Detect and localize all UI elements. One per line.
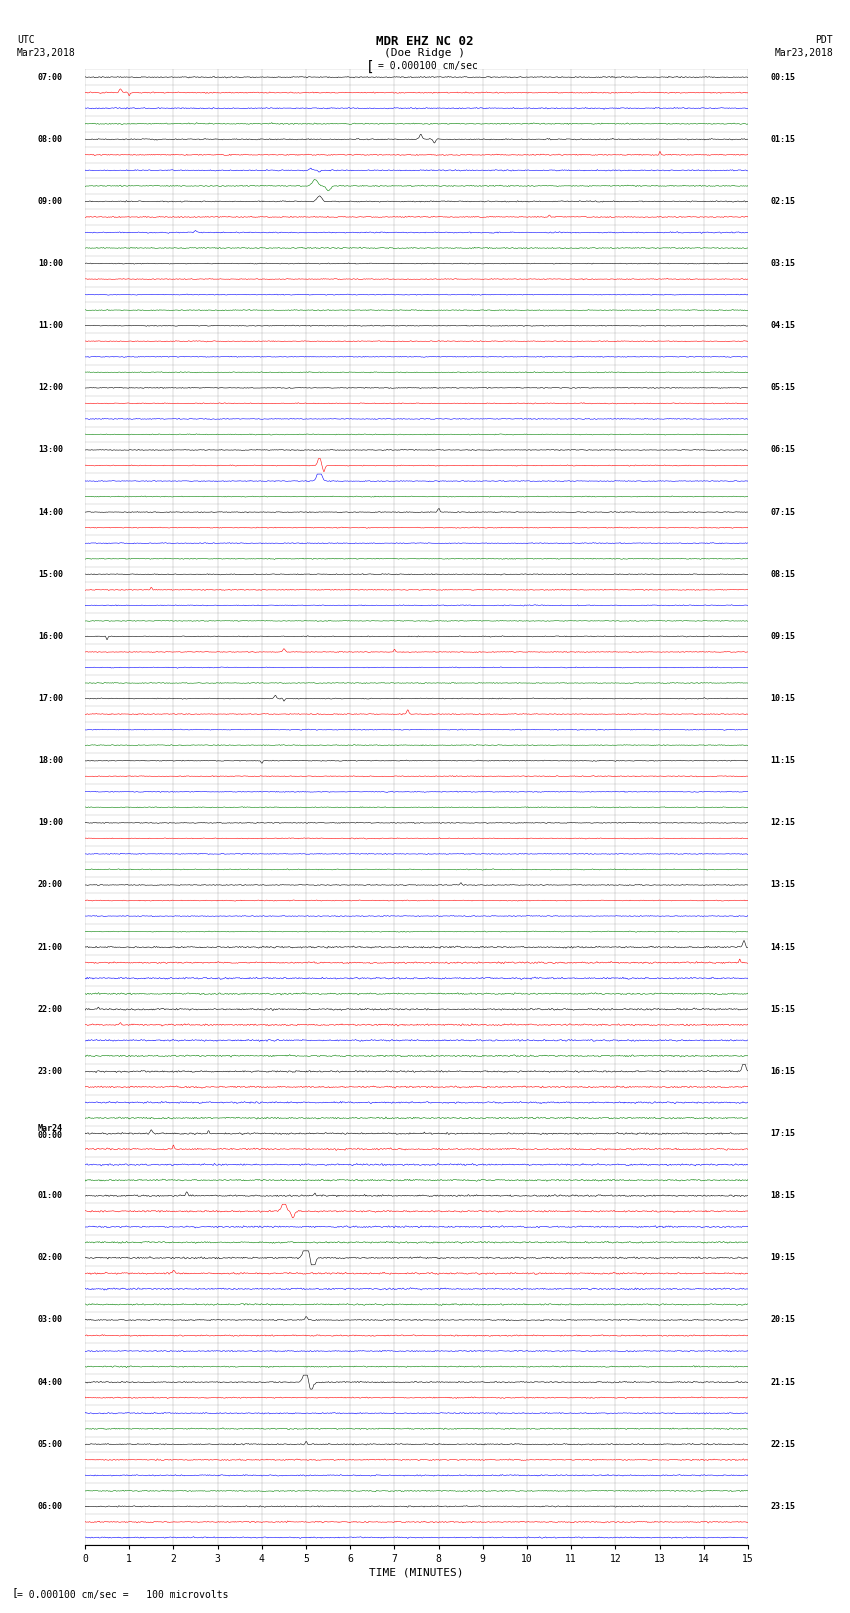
Text: 08:15: 08:15	[770, 569, 795, 579]
Text: 17:00: 17:00	[38, 694, 63, 703]
Text: 06:00: 06:00	[38, 1502, 63, 1511]
Text: 22:15: 22:15	[770, 1440, 795, 1448]
Text: 13:00: 13:00	[38, 445, 63, 455]
Text: 14:15: 14:15	[770, 942, 795, 952]
Text: 12:00: 12:00	[38, 384, 63, 392]
Text: 09:15: 09:15	[770, 632, 795, 640]
Text: Mar23,2018: Mar23,2018	[774, 48, 833, 58]
Text: 00:00: 00:00	[38, 1131, 63, 1140]
Text: 16:00: 16:00	[38, 632, 63, 640]
Text: 01:15: 01:15	[770, 135, 795, 144]
Text: 15:00: 15:00	[38, 569, 63, 579]
Text: Mar24: Mar24	[38, 1124, 63, 1134]
Text: 21:00: 21:00	[38, 942, 63, 952]
Text: 05:00: 05:00	[38, 1440, 63, 1448]
Text: = 0.000100 cm/sec =   100 microvolts: = 0.000100 cm/sec = 100 microvolts	[17, 1590, 229, 1600]
Text: Mar23,2018: Mar23,2018	[17, 48, 76, 58]
Text: 11:15: 11:15	[770, 756, 795, 765]
Text: 04:00: 04:00	[38, 1378, 63, 1387]
Text: 07:15: 07:15	[770, 508, 795, 516]
Text: 04:15: 04:15	[770, 321, 795, 331]
Text: 21:15: 21:15	[770, 1378, 795, 1387]
Text: UTC: UTC	[17, 35, 35, 45]
Text: 22:00: 22:00	[38, 1005, 63, 1015]
Text: 07:00: 07:00	[38, 73, 63, 82]
Text: 08:00: 08:00	[38, 135, 63, 144]
Text: 03:15: 03:15	[770, 260, 795, 268]
Text: 10:15: 10:15	[770, 694, 795, 703]
X-axis label: TIME (MINUTES): TIME (MINUTES)	[369, 1568, 464, 1578]
Text: = 0.000100 cm/sec: = 0.000100 cm/sec	[378, 61, 478, 71]
Text: 01:00: 01:00	[38, 1190, 63, 1200]
Text: 23:15: 23:15	[770, 1502, 795, 1511]
Text: [: [	[366, 60, 374, 74]
Text: 23:00: 23:00	[38, 1066, 63, 1076]
Text: 15:15: 15:15	[770, 1005, 795, 1015]
Text: PDT: PDT	[815, 35, 833, 45]
Text: 20:15: 20:15	[770, 1316, 795, 1324]
Text: (Doe Ridge ): (Doe Ridge )	[384, 48, 466, 58]
Text: 09:00: 09:00	[38, 197, 63, 206]
Text: 14:00: 14:00	[38, 508, 63, 516]
Text: 00:15: 00:15	[770, 73, 795, 82]
Text: 16:15: 16:15	[770, 1066, 795, 1076]
Text: 18:00: 18:00	[38, 756, 63, 765]
Text: MDR EHZ NC 02: MDR EHZ NC 02	[377, 35, 473, 48]
Text: 19:00: 19:00	[38, 818, 63, 827]
Text: 02:00: 02:00	[38, 1253, 63, 1263]
Text: 17:15: 17:15	[770, 1129, 795, 1139]
Text: 06:15: 06:15	[770, 445, 795, 455]
Text: 20:00: 20:00	[38, 881, 63, 889]
Text: 18:15: 18:15	[770, 1190, 795, 1200]
Text: 13:15: 13:15	[770, 881, 795, 889]
Text: 11:00: 11:00	[38, 321, 63, 331]
Text: 19:15: 19:15	[770, 1253, 795, 1263]
Text: [: [	[11, 1587, 18, 1597]
Text: 02:15: 02:15	[770, 197, 795, 206]
Text: 05:15: 05:15	[770, 384, 795, 392]
Text: 03:00: 03:00	[38, 1316, 63, 1324]
Text: 12:15: 12:15	[770, 818, 795, 827]
Text: 10:00: 10:00	[38, 260, 63, 268]
